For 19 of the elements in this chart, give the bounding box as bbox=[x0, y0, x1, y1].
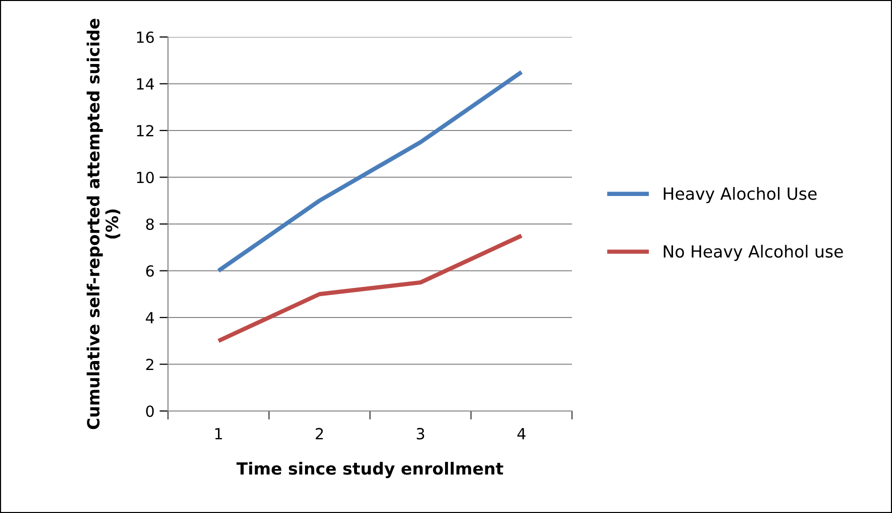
legend-label: Heavy Alochol Use bbox=[664, 187, 817, 204]
y-axis-title: Cumulative self-reported attempted suicide (%) bbox=[86, 18, 120, 430]
x-tick-label: 1 bbox=[215, 428, 222, 440]
y-tick-label: 14 bbox=[137, 78, 154, 90]
y-tick-label: 12 bbox=[137, 124, 154, 136]
y-tick-label: 16 bbox=[137, 31, 154, 44]
y-tick-label: 10 bbox=[137, 172, 154, 184]
line-series bbox=[216, 70, 524, 273]
x-tick-label: 3 bbox=[416, 428, 424, 440]
x-axis-title: Time since study enrollment bbox=[236, 462, 504, 478]
x-tick-label: 4 bbox=[517, 428, 526, 440]
y-tick-label: 4 bbox=[146, 312, 154, 324]
line-series bbox=[216, 234, 524, 343]
y-tick-label: 0 bbox=[146, 405, 154, 418]
y-tick-label: 2 bbox=[146, 358, 154, 370]
y-tick-label: 6 bbox=[146, 265, 154, 277]
x-tick-label: 2 bbox=[316, 428, 323, 440]
legend-label: No Heavy Alcohol use bbox=[664, 244, 843, 261]
y-tick-label: 8 bbox=[146, 218, 154, 230]
